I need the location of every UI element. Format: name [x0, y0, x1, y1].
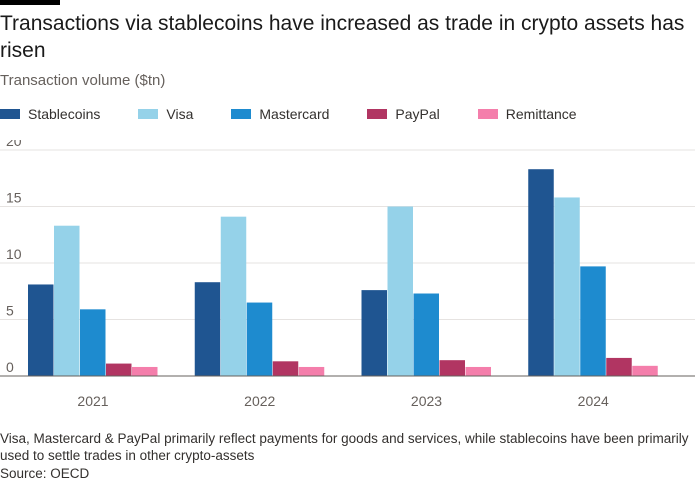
bar: [528, 169, 554, 376]
bar: [80, 309, 106, 376]
bar: [132, 366, 158, 376]
x-tick-label: 2024: [578, 393, 609, 409]
y-tick-label: 15: [6, 190, 22, 206]
bar: [106, 363, 132, 376]
bar: [246, 302, 273, 376]
chart-title: Transactions via stablecoins have increa…: [0, 12, 685, 62]
y-tick-label: 5: [6, 303, 14, 319]
legend-item-stablecoins: Stablecoins: [0, 106, 100, 122]
bar: [220, 216, 247, 376]
bar: [413, 293, 439, 376]
legend-item-paypal: PayPal: [367, 106, 440, 122]
x-tick-label: 2023: [411, 393, 442, 409]
legend-swatch: [367, 109, 388, 119]
bar: [54, 225, 80, 376]
legend-label: Stablecoins: [28, 106, 101, 122]
legend-label: Mastercard: [259, 106, 330, 122]
bar: [298, 366, 325, 376]
bar: [580, 266, 606, 376]
bar: [361, 290, 387, 376]
y-tick-label: 0: [6, 359, 14, 375]
legend-label: PayPal: [395, 106, 440, 122]
legend-label: Visa: [166, 106, 194, 122]
bar: [465, 366, 491, 376]
legend-item-remittance: Remittance: [477, 106, 577, 122]
bar: [194, 282, 221, 376]
legend: Stablecoins Visa Mastercard PayPal Remit…: [0, 105, 615, 123]
bar: [606, 357, 632, 376]
legend-swatch: [138, 109, 159, 119]
bar: [272, 361, 299, 376]
legend-swatch: [477, 109, 498, 119]
legend-item-mastercard: Mastercard: [231, 106, 329, 122]
legend-swatch: [231, 109, 252, 119]
legend-item-visa: Visa: [138, 106, 193, 122]
legend-swatch: [0, 109, 20, 119]
y-tick-label: 20: [6, 140, 22, 149]
x-tick-label: 2021: [77, 393, 108, 409]
footnote: Visa, Mastercard & PayPal primarily refl…: [0, 431, 689, 463]
bar: [439, 360, 465, 376]
y-tick-label: 10: [6, 246, 22, 262]
chart-subtitle: Transaction volume ($tn): [0, 72, 166, 89]
legend-label: Remittance: [505, 106, 577, 122]
x-tick-label: 2022: [244, 393, 275, 409]
bar: [632, 365, 658, 376]
bar: [554, 197, 580, 376]
brand-bar: [0, 0, 60, 5]
bar-chart: 0 5 10 15 20 2021 2022 2023 2024: [0, 140, 695, 409]
source-note: Source: OECD: [0, 466, 90, 481]
bar: [28, 284, 54, 376]
bar: [387, 206, 413, 376]
